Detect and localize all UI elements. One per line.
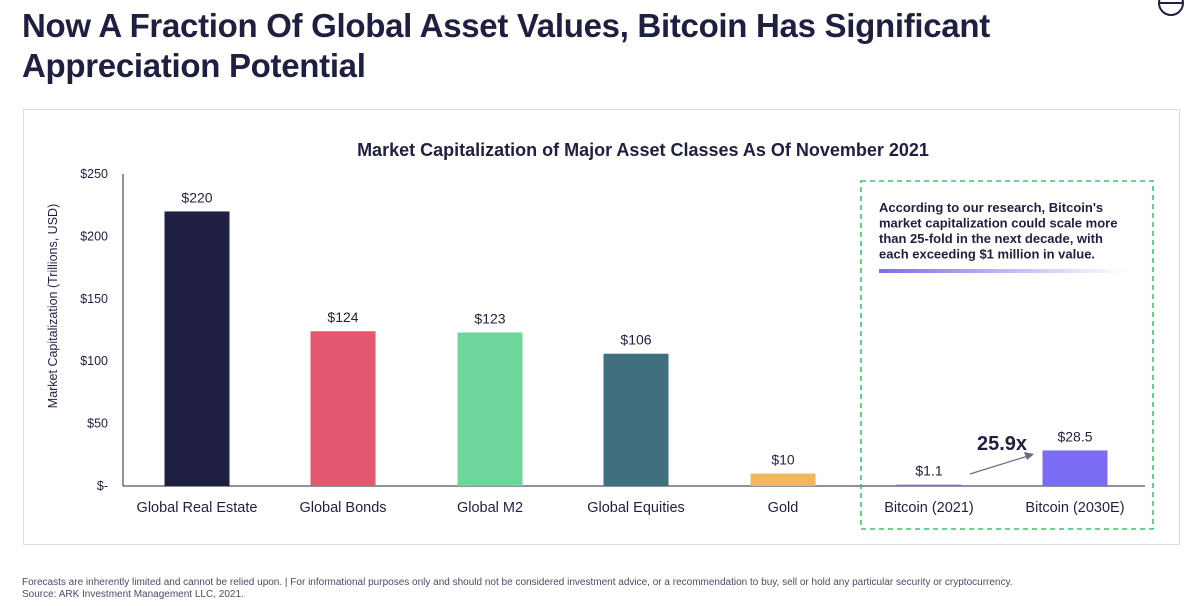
y-tick-label: $- — [97, 479, 108, 493]
y-tick-label: $200 — [80, 229, 108, 243]
multiplier-label: 25.9x — [977, 433, 1027, 455]
data-label: $28.5 — [1057, 428, 1092, 444]
category-label: Global Real Estate — [137, 500, 258, 516]
data-label: $124 — [327, 309, 358, 325]
page-title: Now A Fraction Of Global Asset Values, B… — [22, 7, 990, 84]
arrow-head-icon — [1024, 452, 1034, 460]
category-label: Global Bonds — [299, 500, 386, 516]
disclaimer-text: Forecasts are inherently limited and can… — [22, 577, 1013, 588]
growth-arrow — [969, 455, 1029, 475]
y-tick-label: $100 — [80, 354, 108, 368]
chart-frame — [23, 109, 1180, 545]
market-cap-chart: Market Capitalization of Major Asset Cla… — [46, 140, 1154, 530]
data-label: $123 — [474, 310, 505, 326]
bars-group: $220 Global Real Estate $124 Global Bonds $1… — [137, 189, 1125, 516]
y-tick-label: $250 — [80, 167, 108, 181]
bar — [603, 353, 669, 486]
y-tick-label: $150 — [80, 292, 108, 306]
bar — [310, 331, 376, 486]
bar — [750, 473, 816, 486]
highlight-box — [860, 180, 1154, 530]
category-label: Gold — [768, 500, 799, 516]
bar — [164, 211, 230, 486]
accent-underline — [879, 269, 1127, 273]
bitcoin-highlight: According to our research, Bitcoin's mark… — [860, 180, 1154, 530]
data-label: $106 — [620, 332, 651, 348]
bar — [896, 484, 962, 486]
category-label: Bitcoin (2030E) — [1025, 500, 1124, 516]
bar — [1042, 450, 1108, 486]
ark-logo-icon — [1158, 0, 1184, 16]
data-label: $1.1 — [915, 463, 942, 479]
chart-title: Market Capitalization of Major Asset Cla… — [357, 140, 929, 160]
y-tick-label: $50 — [87, 417, 108, 431]
data-label: $220 — [181, 189, 212, 205]
y-axis-label: Market Capitalization (Trillions, USD) — [46, 204, 60, 408]
data-label: $10 — [771, 452, 795, 468]
y-axis: $- $50 $100 $150 $200 $250 — [80, 167, 1145, 493]
category-label: Global Equities — [587, 500, 685, 516]
category-label: Global M2 — [457, 500, 523, 516]
bar — [457, 332, 523, 486]
source-text: Source: ARK Investment Management LLC, 2… — [22, 589, 244, 600]
footnote: Forecasts are inherently limited and can… — [22, 577, 1013, 601]
annotation-text: According to our research, Bitcoin's mark… — [879, 200, 1117, 262]
category-label: Bitcoin (2021) — [884, 500, 973, 516]
